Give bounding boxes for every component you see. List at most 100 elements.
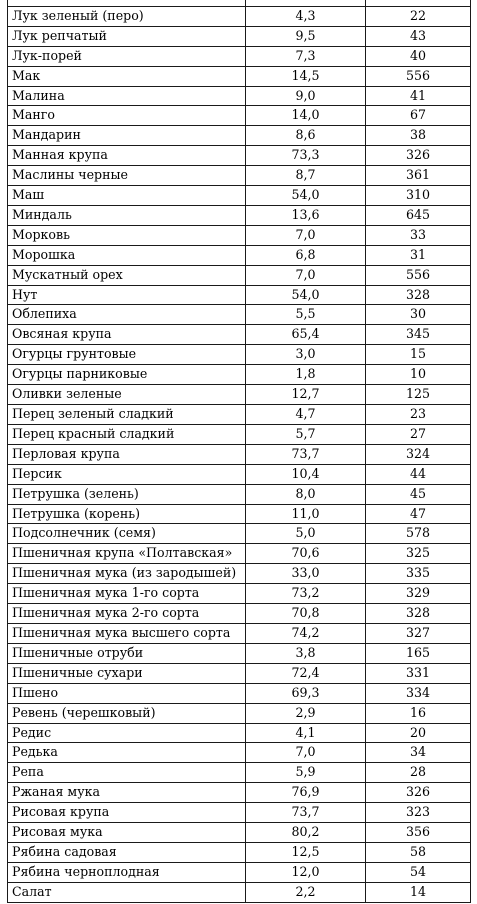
table-row: Пшеничная мука (из зародышей) 33,0 335 [7, 563, 471, 585]
kcal-cell: 326 [365, 782, 471, 804]
product-name-cell: Нут [7, 284, 246, 306]
kcal-cell: 334 [365, 682, 471, 704]
carbs-cell: 4,1 [245, 722, 366, 744]
carbs-cell: 2,9 [245, 702, 366, 724]
table-row: Пшеничная мука высшего сорта 74,2 327 [7, 622, 471, 644]
product-name-cell: Лук зеленый (перо) [7, 5, 246, 27]
carbs-cell: 80,2 [245, 822, 366, 843]
kcal-cell: 28 [365, 762, 471, 784]
product-name-cell: Мак [7, 65, 246, 87]
carbs-cell: 14,5 [245, 65, 366, 87]
carbs-cell: 12,5 [245, 841, 366, 863]
carbs-cell: 72,4 [245, 662, 366, 684]
kcal-cell: 30 [365, 304, 471, 326]
kcal-cell: 22 [365, 5, 471, 27]
table-row: Мандарин 8,6 38 [7, 125, 471, 147]
product-name-cell: Рябина садовая [7, 841, 246, 863]
carbs-cell: 70,8 [245, 603, 366, 624]
product-name-cell: Пшеничная мука 2-го сорта [7, 603, 246, 624]
product-name-cell: Пшеничная мука (из зародышей) [7, 563, 246, 585]
kcal-cell: 326 [365, 145, 471, 167]
carbs-cell: 76,9 [245, 782, 366, 804]
kcal-cell: 556 [365, 264, 471, 286]
product-name-cell: Пшеничная мука высшего сорта [7, 622, 246, 644]
table-row: Рябина садовая 12,5 58 [7, 841, 471, 863]
table-row: Пшено 69,3 334 [7, 682, 471, 704]
table-row: Облепиха 5,5 30 [7, 304, 471, 326]
carbs-cell: 5,5 [245, 304, 366, 326]
kcal-cell: 323 [365, 802, 471, 824]
kcal-cell: 45 [365, 483, 471, 505]
product-name-cell: Пшеничные сухари [7, 662, 246, 684]
product-name-cell: Ревень (черешковый) [7, 702, 246, 724]
kcal-cell: 15 [365, 344, 471, 366]
table-row: Пшеничные сухари 72,4 331 [7, 662, 471, 684]
kcal-cell: 331 [365, 662, 471, 684]
kcal-cell: 645 [365, 204, 471, 226]
carbs-cell: 8,0 [245, 483, 366, 505]
product-name-cell: Перец красный сладкий [7, 423, 246, 445]
table-row: Оливки зеленые 12,7 125 [7, 384, 471, 406]
carbs-cell: 3,8 [245, 642, 366, 664]
carbs-cell: 33,0 [245, 563, 366, 585]
kcal-cell: 38 [365, 125, 471, 147]
kcal-cell: 67 [365, 105, 471, 127]
table-row: Ржаная мука 76,9 326 [7, 782, 471, 804]
kcal-cell: 16 [365, 702, 471, 724]
nutrition-table: Лук зеленый (перо) 4,3 22 Лук репчатый 9,5 43… [7, 0, 471, 903]
table-row: Нут 54,0 328 [7, 284, 471, 306]
product-name-cell: Рябина черноплодная [7, 861, 246, 883]
table-row: Рисовая крупа 73,7 323 [7, 802, 471, 824]
table-row: Морковь 7,0 33 [7, 224, 471, 246]
table-row: Манная крупа 73,3 326 [7, 145, 471, 167]
carbs-cell: 13,6 [245, 204, 366, 226]
kcal-cell: 33 [365, 224, 471, 246]
carbs-cell: 14,0 [245, 105, 366, 127]
kcal-cell: 41 [365, 85, 471, 107]
table-row: Рябина черноплодная 12,0 54 [7, 861, 471, 883]
carbs-cell: 6,8 [245, 244, 366, 266]
table-row: Репа 5,9 28 [7, 762, 471, 784]
product-name-cell: Маш [7, 185, 246, 206]
kcal-cell: 578 [365, 523, 471, 545]
carbs-cell: 73,7 [245, 802, 366, 824]
product-name-cell: Пшеничная мука 1-го сорта [7, 583, 246, 605]
kcal-cell: 14 [365, 881, 471, 903]
product-name-cell: Пшеничная крупа «Полтавская» [7, 543, 246, 565]
product-name-cell: Пшеничные отруби [7, 642, 246, 664]
carbs-cell: 65,4 [245, 324, 366, 346]
product-name-cell: Морошка [7, 244, 246, 266]
product-name-cell: Петрушка (зелень) [7, 483, 246, 505]
table-row: Подсолнечник (семя) 5,0 578 [7, 523, 471, 545]
table-row: Миндаль 13,6 645 [7, 204, 471, 226]
product-name-cell: Редька [7, 742, 246, 764]
product-name-cell: Перец зеленый сладкий [7, 404, 246, 425]
carbs-cell: 5,7 [245, 423, 366, 445]
product-name-cell: Облепиха [7, 304, 246, 326]
carbs-cell: 7,0 [245, 264, 366, 286]
table-row: Лук зеленый (перо) 4,3 22 [7, 5, 471, 27]
product-name-cell: Овсяная крупа [7, 324, 246, 346]
table-row: Перец зеленый сладкий 4,7 23 [7, 404, 471, 425]
carbs-cell: 1,8 [245, 364, 366, 386]
kcal-cell: 329 [365, 583, 471, 605]
product-name-cell: Ржаная мука [7, 782, 246, 804]
table-row: Маш 54,0 310 [7, 185, 471, 206]
carbs-cell: 7,0 [245, 224, 366, 246]
kcal-cell: 324 [365, 443, 471, 465]
carbs-cell: 7,0 [245, 742, 366, 764]
product-name-cell: Миндаль [7, 204, 246, 226]
table-row: Овсяная крупа 65,4 345 [7, 324, 471, 346]
carbs-cell: 74,2 [245, 622, 366, 644]
carbs-cell: 12,7 [245, 384, 366, 406]
kcal-cell: 40 [365, 45, 471, 67]
carbs-cell: 69,3 [245, 682, 366, 704]
carbs-cell: 8,7 [245, 165, 366, 187]
kcal-cell: 54 [365, 861, 471, 883]
carbs-cell: 70,6 [245, 543, 366, 565]
kcal-cell: 31 [365, 244, 471, 266]
carbs-cell: 8,6 [245, 125, 366, 147]
product-name-cell: Мандарин [7, 125, 246, 147]
kcal-cell: 27 [365, 423, 471, 445]
kcal-cell: 125 [365, 384, 471, 406]
